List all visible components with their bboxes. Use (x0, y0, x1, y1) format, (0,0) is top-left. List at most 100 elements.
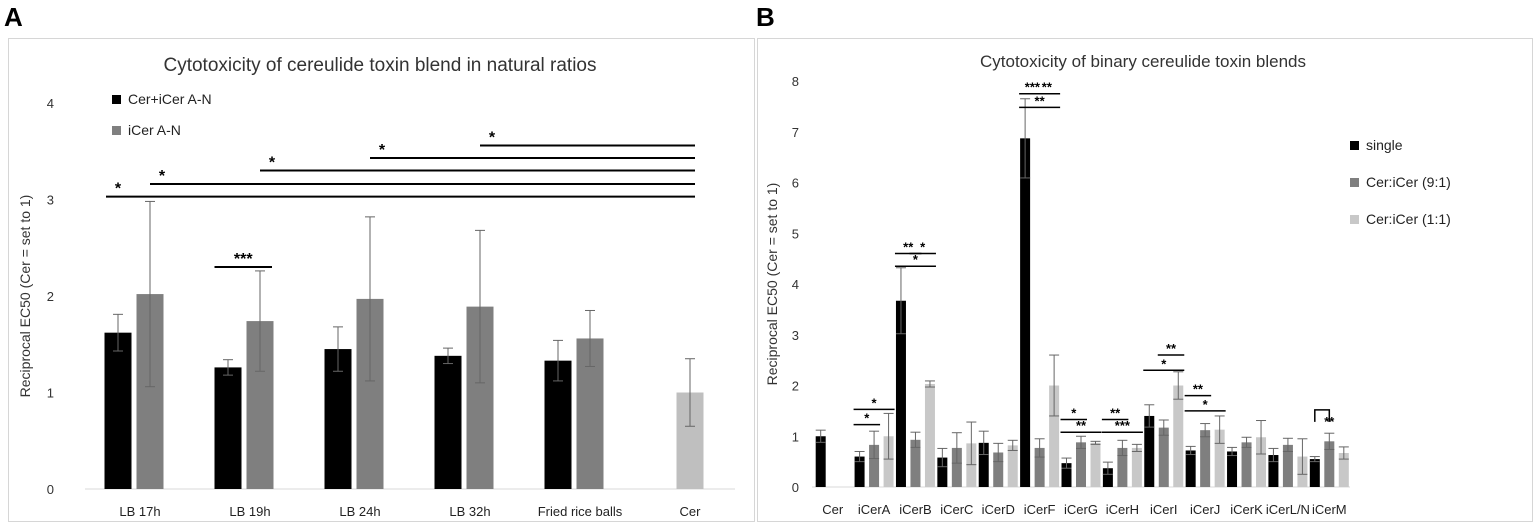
chart-b-significance-label: ** (1035, 93, 1046, 108)
chart-b-bar (1241, 442, 1252, 487)
chart-b-significance-label: *** (1115, 418, 1131, 433)
chart-b-y-tick-label: 0 (792, 480, 799, 495)
chart-b-bar (1090, 442, 1101, 487)
chart-a-y-axis-label: Reciprocal EC50 (Cer = set to 1) (17, 195, 33, 398)
chart-b-bar (883, 436, 894, 487)
chart-b-y-tick-label: 3 (792, 328, 799, 343)
chart-a-legend-label: Cer+iCer A-N (128, 91, 212, 107)
chart-b-x-tick-label: iCerM (1312, 502, 1347, 517)
chart-b-bar (1117, 447, 1128, 487)
chart-b-bar (1020, 138, 1031, 487)
chart-b-bar (937, 457, 948, 487)
chart-a-legend-swatch (112, 95, 121, 104)
chart-b-significance-label: * (920, 240, 926, 255)
chart-b-bar (1131, 447, 1142, 487)
chart-b-x-tick-label: iCerH (1106, 502, 1139, 517)
chart-a-y-tick-label: 3 (47, 193, 54, 208)
chart-b-significance-label: * (872, 395, 878, 410)
chart-a-x-tick-label: Fried rice balls (538, 504, 623, 519)
chart-a-x-tick-label: Cer (680, 504, 702, 519)
chart-a-y-tick-label: 1 (47, 386, 54, 401)
chart-a-significance-label: * (115, 181, 122, 198)
chart-b-bar (1007, 445, 1018, 487)
chart-b-significance-label: ** (1193, 382, 1204, 397)
chart-b-legend-label: single (1366, 137, 1403, 153)
chart-b-bar (1034, 447, 1045, 487)
chart-b-bar (910, 439, 921, 487)
chart-b-significance-label: * (1161, 356, 1167, 371)
chart-b-significance-label: ** (1076, 418, 1087, 433)
chart-b-y-tick-label: 4 (792, 277, 799, 292)
chart-a-title: Cytotoxicity of cereulide toxin blend in… (163, 55, 596, 76)
chart-b-x-tick-label: iCerK (1230, 502, 1263, 517)
chart-b-y-tick-label: 1 (792, 429, 799, 444)
chart-b-significance-label: * (913, 252, 919, 267)
chart-b-bar (993, 452, 1004, 487)
chart-a-y-tick-label: 0 (47, 482, 54, 497)
chart-b-bar (1282, 444, 1293, 487)
chart-b-x-tick-label: iCerB (899, 502, 932, 517)
chart-b-bar (1173, 385, 1184, 487)
chart-b-bar (1144, 415, 1155, 487)
chart-b-legend-label: Cer:iCer (9:1) (1366, 174, 1451, 190)
chart-b-x-tick-label: iCerF (1024, 502, 1056, 517)
chart-a-significance-label: * (269, 155, 276, 172)
panel-a-letter: A (4, 2, 23, 32)
chart-b-bar (1185, 450, 1196, 487)
chart-b-bar (924, 383, 935, 487)
chart-a-significance-label: * (159, 168, 166, 185)
chart-b-significance-label: ** (1324, 414, 1335, 429)
chart-a-bar (434, 355, 462, 489)
chart-a-significance-label: * (489, 129, 496, 146)
chart-b-bar (869, 444, 880, 487)
chart-b-significance-label: ** (1042, 80, 1053, 95)
chart-b-bar (978, 442, 989, 487)
chart-b-bar (1049, 385, 1060, 487)
chart-b-x-tick-label: iCerG (1064, 502, 1098, 517)
chart-b-y-tick-label: 8 (792, 74, 799, 89)
chart-b-significance-label: * (864, 411, 870, 426)
chart-b-y-tick-label: 6 (792, 176, 799, 191)
chart-b-bar (1102, 468, 1113, 487)
chart-b-x-tick-label: iCerJ (1190, 502, 1220, 517)
chart-b-title: Cytotoxicity of binary cereulide toxin b… (980, 52, 1306, 71)
chart-b-bar (1338, 452, 1349, 487)
chart-b-significance-bracket (1314, 409, 1331, 422)
chart-b-x-tick-label: iCerL/N (1266, 502, 1310, 517)
chart-b-x-tick-label: iCerC (940, 502, 973, 517)
chart-a-legend-swatch (112, 126, 121, 135)
chart-b-x-tick-label: iCerA (858, 502, 891, 517)
chart-a-significance-label: *** (234, 251, 253, 268)
chart-b-x-tick-label: iCerD (982, 502, 1015, 517)
chart-a-x-tick-label: LB 17h (119, 504, 160, 519)
chart-a-y-tick-label: 2 (47, 289, 54, 304)
chart-b-legend-swatch (1350, 141, 1359, 150)
chart-a-x-tick-label: LB 19h (229, 504, 270, 519)
chart-b-bar (1200, 430, 1211, 487)
chart-b-y-tick-label: 2 (792, 379, 799, 394)
chart-a-bar (324, 349, 352, 489)
chart-b-y-tick-label: 7 (792, 125, 799, 140)
chart-b-bar (1309, 459, 1320, 487)
chart-b-bar (1076, 442, 1086, 487)
panel-b-letter: B (756, 2, 775, 32)
chart-a-bar (214, 367, 242, 489)
chart-a-bar (104, 332, 132, 489)
chart-a-x-tick-label: LB 32h (449, 504, 490, 519)
chart-b-bar (1256, 437, 1267, 487)
chart-a-legend-label: iCer A-N (128, 122, 181, 138)
chart-b-bar (815, 436, 826, 487)
chart-b-bar (966, 443, 977, 487)
chart-b-significance-label: ** (903, 240, 914, 255)
chart-b-bar (854, 456, 865, 487)
chart-b-y-tick-label: 5 (792, 226, 799, 241)
chart-b-bar (1227, 451, 1238, 487)
chart-b-bar (1214, 429, 1225, 487)
chart-b-significance-label: * (1071, 406, 1077, 421)
chart-b-bar (1324, 441, 1335, 487)
chart-b-bar (1268, 455, 1279, 487)
chart-b-x-tick-label: iCerI (1150, 502, 1177, 517)
chart-b-y-axis-label: Reciprocal EC50 (Cer = set to 1) (764, 183, 780, 386)
